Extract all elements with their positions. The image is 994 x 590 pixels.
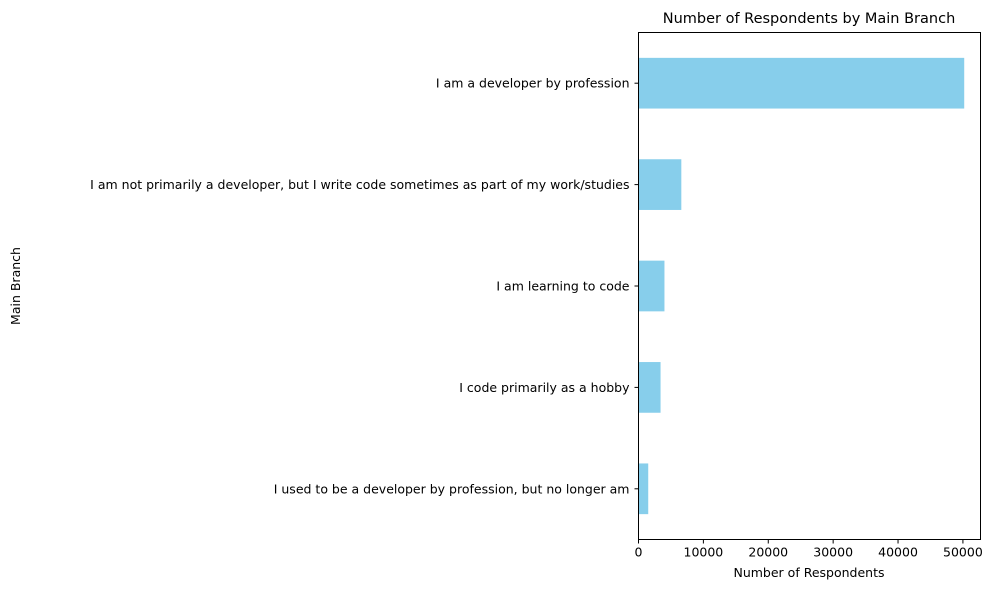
x-tick-label: 0 xyxy=(635,545,643,560)
bar-i-used-to-be-a-developer-by-profession-b xyxy=(638,463,649,515)
bar-i-code-primarily-as-a-hobby xyxy=(638,362,661,413)
bar-i-am-learning-to-code xyxy=(638,260,665,312)
x-tick-label: 30000 xyxy=(813,545,853,560)
x-axis-ticks: 0 10000 20000 30000 40000 50000 xyxy=(635,539,983,560)
y-tick-label: I am learning to code xyxy=(496,279,629,294)
y-tick-label: I used to be a developer by profession, … xyxy=(274,481,630,496)
bar-i-am-a-developer-by-profession xyxy=(638,57,965,109)
plot-area-frame xyxy=(638,32,981,540)
chart-title: Number of Respondents by Main Branch xyxy=(663,11,956,27)
x-tick-label: 40000 xyxy=(878,545,918,560)
x-axis-label: Number of Respondents xyxy=(733,565,884,580)
y-axis-label: Main Branch xyxy=(8,247,23,325)
y-tick-label: I am not primarily a developer, but I wr… xyxy=(90,177,629,192)
y-tick-label: I code primarily as a hobby xyxy=(459,380,630,395)
x-tick-label: 10000 xyxy=(684,545,724,560)
x-tick-label: 20000 xyxy=(748,545,788,560)
y-axis-ticks: I am a developer by profession I am not p… xyxy=(90,76,639,496)
bars-group xyxy=(638,57,965,515)
y-tick-label: I am a developer by profession xyxy=(436,76,630,91)
x-tick-label: 50000 xyxy=(943,545,983,560)
bar-i-am-not-primarily-a-developer-but-i-wri xyxy=(638,159,682,210)
